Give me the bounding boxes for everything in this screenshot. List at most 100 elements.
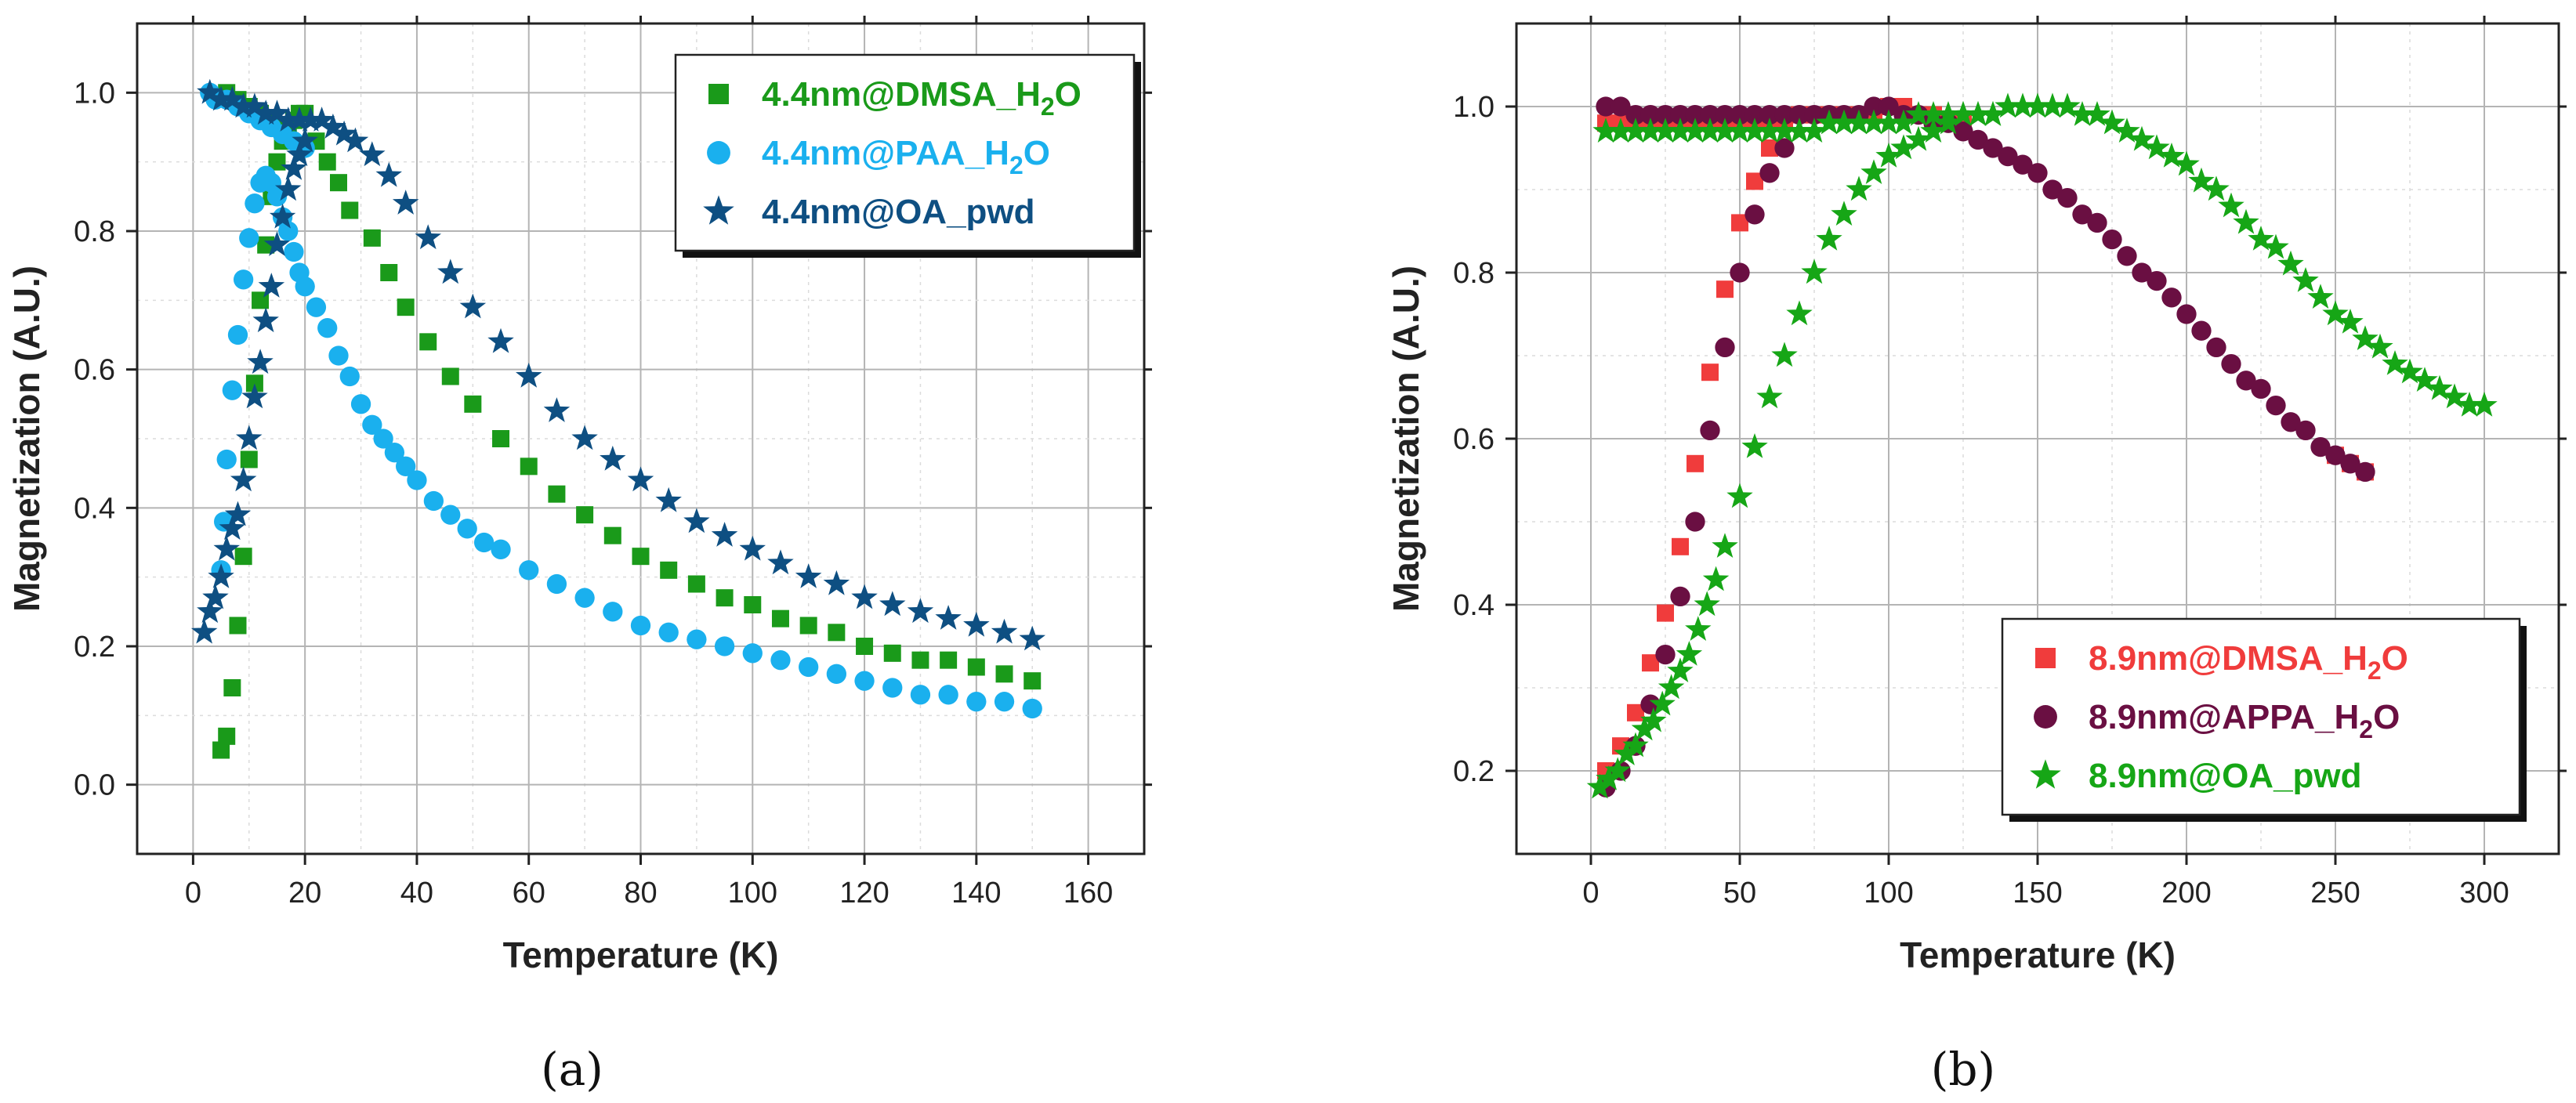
data-point (2367, 333, 2393, 359)
data-point (935, 605, 962, 630)
data-point (1968, 129, 1988, 150)
data-point (716, 589, 734, 607)
data-point (770, 650, 791, 671)
data-point (630, 615, 651, 636)
data-point (687, 629, 707, 649)
data-point (464, 395, 482, 413)
data-point (687, 575, 705, 593)
data-point (2161, 288, 2182, 308)
data-point (627, 466, 654, 492)
legend-box (2001, 617, 2521, 816)
data-point (384, 443, 405, 463)
data-point (239, 228, 259, 248)
data-point (2292, 267, 2319, 292)
data-point (284, 241, 304, 262)
data-point (1622, 118, 1649, 143)
data-point (940, 651, 958, 669)
data-point (1816, 226, 1842, 251)
data-point (1831, 201, 1857, 226)
legend-marker (2035, 648, 2056, 668)
data-point (2024, 92, 2051, 118)
data-point (1700, 104, 1720, 125)
data-point (1935, 101, 1962, 126)
data-point (795, 563, 822, 588)
data-point (963, 611, 990, 637)
data-point (2218, 192, 2244, 218)
data-point (2114, 118, 2140, 143)
data-point (222, 380, 243, 400)
data-point (1655, 104, 1676, 125)
data-point (1640, 707, 1667, 732)
data-point (457, 519, 477, 539)
data-point (1741, 118, 1768, 143)
data-point (219, 515, 246, 541)
data-point (396, 456, 416, 476)
data-point (823, 570, 850, 595)
data-point (879, 591, 906, 617)
data-point (208, 85, 234, 111)
data-point (1980, 101, 2006, 126)
data-point (1759, 104, 1780, 125)
data-point (281, 154, 307, 180)
data-point (1953, 121, 1973, 142)
x-tick-label: 200 (2161, 877, 2211, 910)
data-point (1685, 512, 1705, 532)
data-point (197, 598, 223, 624)
data-point (208, 563, 234, 588)
data-point (2013, 154, 2033, 175)
y-axis-title: Magnetization (A.U.) (6, 266, 47, 612)
data-point (380, 264, 398, 281)
data-point (1596, 96, 1616, 117)
data-point (1716, 280, 1734, 298)
data-point (247, 349, 274, 374)
figure-caption: (b) (1931, 1043, 1995, 1096)
data-point (1667, 118, 1694, 143)
data-point (362, 414, 382, 435)
data-point (2132, 262, 2152, 283)
data-point (1610, 96, 1631, 117)
data-point (576, 506, 594, 524)
data-point (2087, 212, 2107, 233)
data-point (1756, 383, 1783, 409)
x-tick-label: 0 (1582, 877, 1599, 910)
data-point (1890, 134, 1917, 160)
data-point (739, 535, 766, 561)
data-point (1700, 420, 1720, 441)
data-point (2009, 92, 2036, 118)
data-point (2322, 300, 2349, 326)
y-tick-label: 0.6 (1453, 423, 1495, 456)
data-point (548, 485, 566, 503)
data-point (1875, 143, 1902, 168)
data-point (1604, 757, 1631, 783)
data-point (190, 618, 218, 644)
data-point (2352, 325, 2379, 350)
data-point (600, 445, 626, 471)
data-point (2158, 143, 2185, 168)
x-tick-label: 100 (1864, 877, 1913, 910)
data-point (2456, 392, 2483, 417)
data-point (995, 665, 1013, 683)
data-point (1652, 118, 1679, 143)
data-point (2248, 226, 2274, 251)
data-point (1801, 118, 1828, 143)
legend-marker (708, 84, 729, 104)
data-point (269, 203, 296, 229)
data-point (771, 609, 789, 627)
data-point (224, 501, 252, 526)
data-point (1649, 690, 1676, 716)
data-point (1774, 138, 1795, 158)
data-point (1920, 118, 1947, 143)
data-point (202, 584, 229, 609)
data-point (308, 107, 335, 132)
data-point (419, 333, 437, 351)
series-2 (190, 78, 1045, 651)
y-tick-label: 0.4 (1453, 589, 1495, 622)
x-tick-label: 140 (951, 877, 1001, 910)
data-point (1697, 118, 1723, 143)
data-point (854, 671, 875, 691)
data-point (2266, 395, 2286, 416)
data-point (2042, 179, 2063, 200)
data-point (245, 374, 263, 392)
data-point (1658, 674, 1685, 700)
